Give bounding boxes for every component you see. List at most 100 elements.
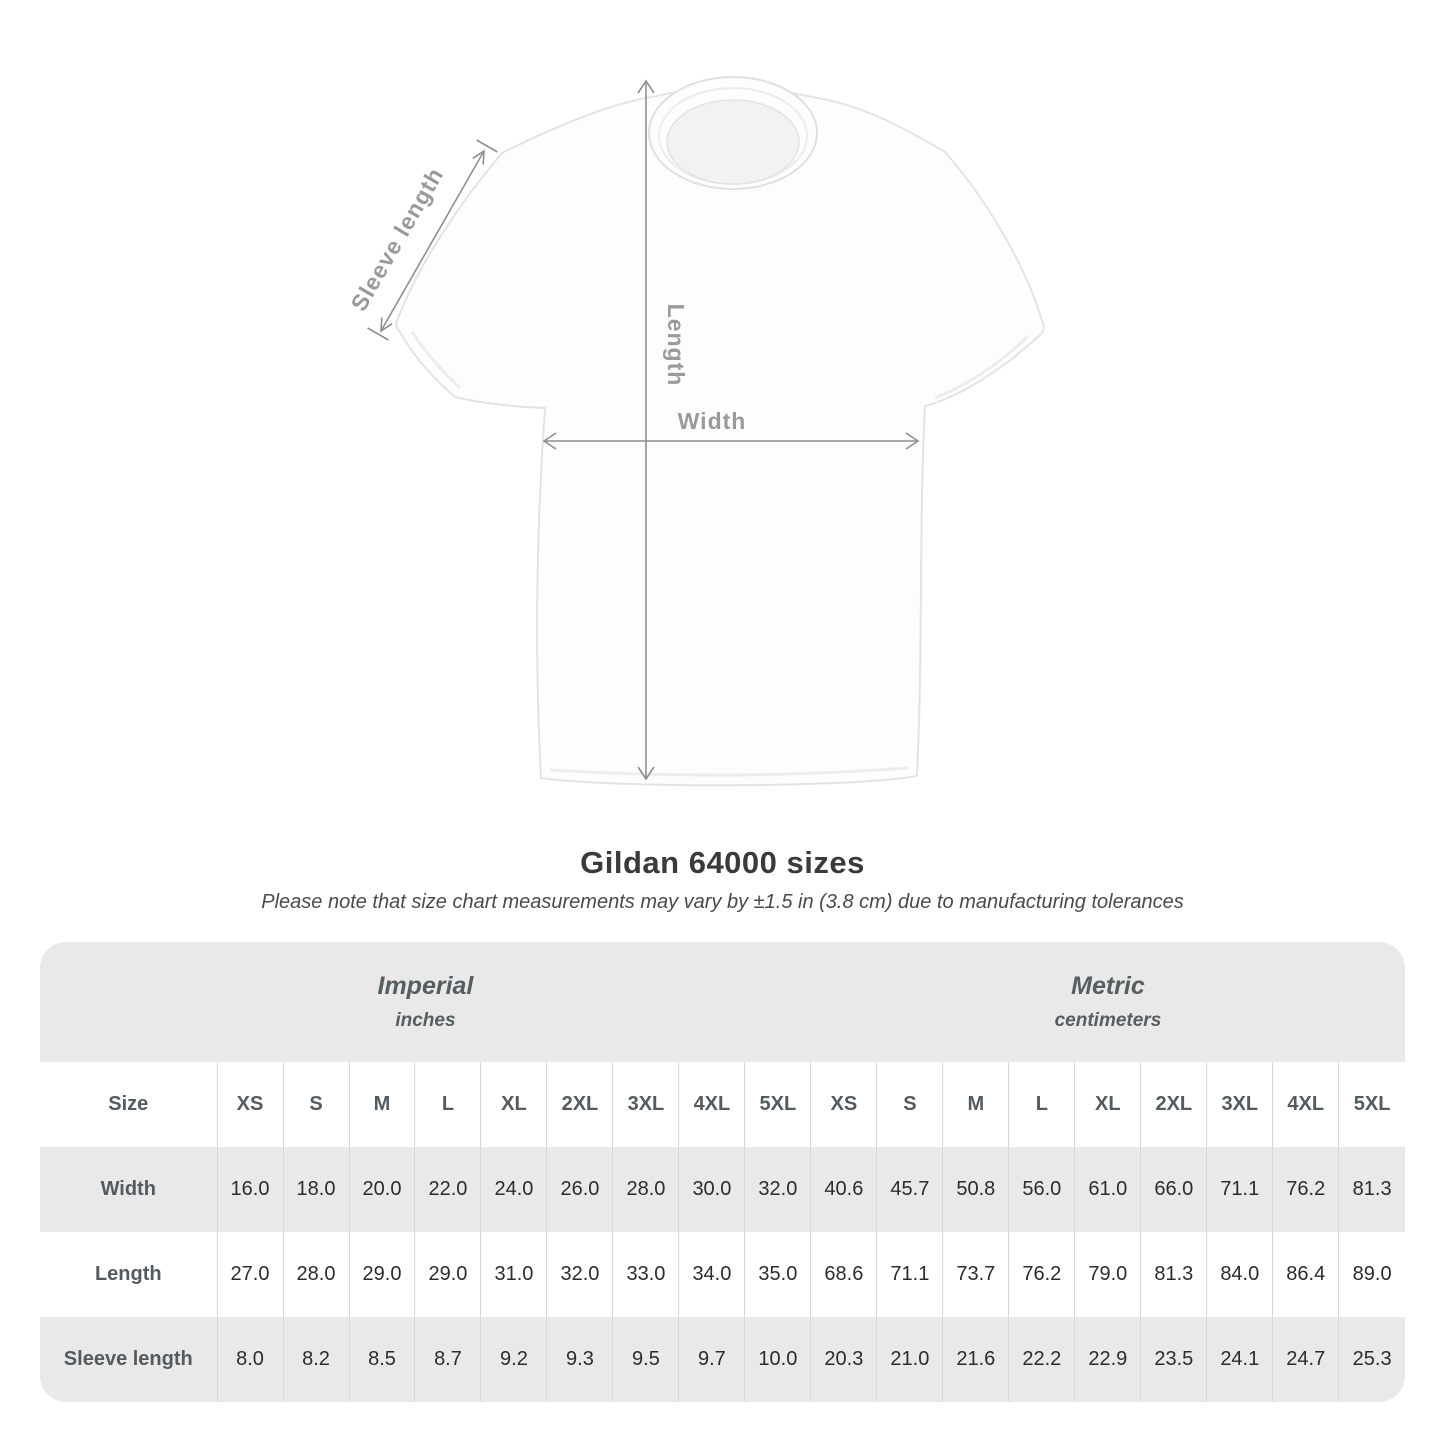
size-col-imperial-2xl: 2XL xyxy=(546,1062,613,1147)
cell-metric-xs: 40.6 xyxy=(810,1147,877,1232)
cell-imperial-xl: 24.0 xyxy=(480,1147,547,1232)
cell-imperial-xs: 16.0 xyxy=(216,1147,284,1232)
cell-imperial-2xl: 32.0 xyxy=(546,1232,613,1317)
cell-metric-5xl: 81.3 xyxy=(1338,1147,1405,1232)
cell-imperial-xl: 31.0 xyxy=(480,1232,547,1317)
width-arrow xyxy=(542,432,920,450)
cell-metric-xl: 79.0 xyxy=(1074,1232,1141,1317)
cell-metric-xs: 68.6 xyxy=(810,1232,877,1317)
size-col-imperial-xs: XS xyxy=(216,1062,284,1147)
cell-imperial-s: 18.0 xyxy=(282,1147,349,1232)
size-col-imperial-s: S xyxy=(282,1062,349,1147)
size-col-imperial-l: L xyxy=(414,1062,481,1147)
cell-imperial-l: 22.0 xyxy=(414,1147,481,1232)
cell-metric-l: 56.0 xyxy=(1008,1147,1075,1232)
cell-metric-2xl: 23.5 xyxy=(1140,1317,1207,1402)
cell-imperial-5xl: 32.0 xyxy=(744,1147,811,1232)
cell-metric-l: 76.2 xyxy=(1008,1232,1075,1317)
cell-imperial-s: 8.2 xyxy=(282,1317,349,1402)
page-title: Gildan 64000 sizes xyxy=(580,845,865,880)
sleeve-arrow xyxy=(367,139,498,341)
size-col-metric-4xl: 4XL xyxy=(1272,1062,1339,1147)
cell-metric-m: 73.7 xyxy=(942,1232,1009,1317)
size-table-grid: Imperial inches Metric centimeters Size … xyxy=(40,942,1405,1402)
cell-imperial-xs: 27.0 xyxy=(216,1232,284,1317)
tshirt-graphic: Sleeve length Length Width xyxy=(345,76,1045,787)
cell-imperial-xs: 8.0 xyxy=(216,1317,284,1402)
row-label: Width xyxy=(100,1178,156,1200)
cell-imperial-l: 29.0 xyxy=(414,1232,481,1317)
size-col-metric-5xl: 5XL xyxy=(1338,1062,1405,1147)
cell-imperial-l: 8.7 xyxy=(414,1317,481,1402)
table-row-length: Length 27.0 28.0 29.0 29.0 31.0 32.0 33.0 34.0 35… xyxy=(40,1232,1405,1317)
row-label: Sleeve length xyxy=(63,1348,193,1370)
size-col-metric-l: L xyxy=(1008,1062,1075,1147)
size-table: Imperial inches Metric centimeters Size … xyxy=(40,942,1405,1402)
cell-metric-2xl: 66.0 xyxy=(1140,1147,1207,1232)
imperial-group-header: Imperial inches xyxy=(40,942,811,1062)
length-arrow xyxy=(637,79,655,781)
cell-metric-xl: 22.9 xyxy=(1074,1317,1141,1402)
size-col-imperial-5xl: 5XL xyxy=(744,1062,811,1147)
size-col-imperial-m: M xyxy=(348,1062,415,1147)
cell-imperial-2xl: 9.3 xyxy=(546,1317,613,1402)
unit-group-row: Imperial inches Metric centimeters xyxy=(40,942,1405,1062)
size-col-metric-m: M xyxy=(942,1062,1009,1147)
cell-imperial-5xl: 10.0 xyxy=(744,1317,811,1402)
size-col-imperial-4xl: 4XL xyxy=(678,1062,745,1147)
metric-label: Metric xyxy=(1071,972,1145,1000)
cell-metric-4xl: 24.7 xyxy=(1272,1317,1339,1402)
left-sleeve-hem-seam xyxy=(410,331,462,390)
table-row-sleeve-length: Sleeve length 8.0 8.2 8.5 8.7 9.2 9.3 9.5 9.7 10.… xyxy=(40,1317,1405,1402)
cell-metric-3xl: 24.1 xyxy=(1206,1317,1273,1402)
cell-metric-m: 50.8 xyxy=(942,1147,1009,1232)
tolerance-note: Please note that size chart measurements… xyxy=(261,891,1184,913)
cell-metric-l: 22.2 xyxy=(1008,1317,1075,1402)
cell-imperial-m: 29.0 xyxy=(348,1232,415,1317)
cell-imperial-4xl: 30.0 xyxy=(678,1147,745,1232)
right-sleeve-hem-seam xyxy=(934,334,1030,400)
cell-imperial-m: 20.0 xyxy=(348,1147,415,1232)
row-label: Length xyxy=(94,1263,162,1285)
cell-imperial-5xl: 35.0 xyxy=(744,1232,811,1317)
cell-imperial-3xl: 28.0 xyxy=(612,1147,679,1232)
cell-metric-4xl: 76.2 xyxy=(1272,1147,1339,1232)
size-col-metric-xl: XL xyxy=(1074,1062,1141,1147)
size-header-row: Size XS S M L XL 2XL 3XL 4XL 5XL XS S M L XL 2XL 3XL 4XL… xyxy=(40,1062,1405,1147)
cell-metric-4xl: 86.4 xyxy=(1272,1232,1339,1317)
size-col-imperial-3xl: 3XL xyxy=(612,1062,679,1147)
cell-metric-s: 21.0 xyxy=(876,1317,943,1402)
cell-metric-xs: 20.3 xyxy=(810,1317,877,1402)
cell-imperial-2xl: 26.0 xyxy=(546,1147,613,1232)
cell-metric-s: 45.7 xyxy=(876,1147,943,1232)
imperial-unit: inches xyxy=(395,1010,456,1031)
cell-metric-5xl: 89.0 xyxy=(1338,1232,1405,1317)
cell-imperial-s: 28.0 xyxy=(282,1232,349,1317)
table-row-width: Width 16.0 18.0 20.0 22.0 24.0 26.0 28.0 30.0 32.… xyxy=(40,1147,1405,1232)
cell-metric-2xl: 81.3 xyxy=(1140,1232,1207,1317)
size-col-imperial-xl: XL xyxy=(480,1062,547,1147)
size-col-metric-s: S xyxy=(876,1062,943,1147)
size-col-metric-xs: XS xyxy=(810,1062,877,1147)
cell-imperial-3xl: 33.0 xyxy=(612,1232,679,1317)
collar-opening xyxy=(666,99,800,185)
cell-metric-xl: 61.0 xyxy=(1074,1147,1141,1232)
size-col-metric-3xl: 3XL xyxy=(1206,1062,1273,1147)
cell-metric-5xl: 25.3 xyxy=(1338,1317,1405,1402)
cell-imperial-4xl: 9.7 xyxy=(678,1317,745,1402)
imperial-label: Imperial xyxy=(377,972,474,1000)
tshirt-body xyxy=(395,86,1045,787)
cell-metric-m: 21.6 xyxy=(942,1317,1009,1402)
bottom-hem-seam xyxy=(549,766,909,777)
metric-group-header: Metric centimeters xyxy=(810,942,1405,1062)
cell-metric-s: 71.1 xyxy=(876,1232,943,1317)
cell-metric-3xl: 71.1 xyxy=(1206,1147,1273,1232)
metric-unit: centimeters xyxy=(1054,1010,1162,1031)
cell-imperial-3xl: 9.5 xyxy=(612,1317,679,1402)
cell-imperial-m: 8.5 xyxy=(348,1317,415,1402)
length-label: Length xyxy=(663,304,689,387)
size-col-metric-2xl: 2XL xyxy=(1140,1062,1207,1147)
size-header-label: Size xyxy=(108,1093,149,1115)
cell-imperial-4xl: 34.0 xyxy=(678,1232,745,1317)
cell-metric-3xl: 84.0 xyxy=(1206,1232,1273,1317)
